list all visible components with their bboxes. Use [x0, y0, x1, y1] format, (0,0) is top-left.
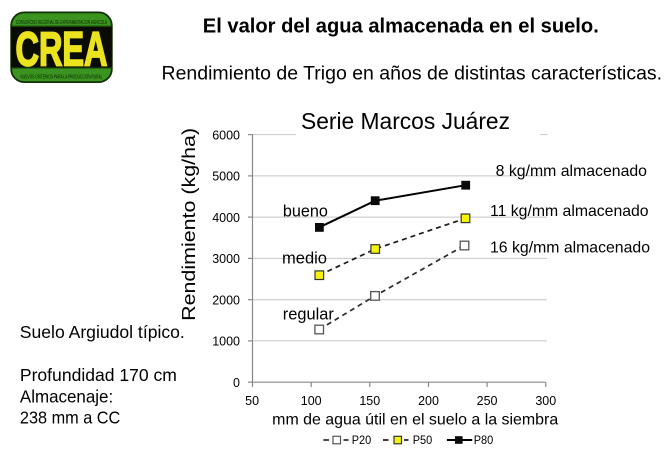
svg-text:P20: P20 [352, 433, 372, 447]
svg-text:300: 300 [535, 394, 556, 408]
svg-text:3000: 3000 [212, 252, 240, 266]
svg-text:6000: 6000 [212, 128, 240, 142]
svg-text:8 kg/mm almacenado: 8 kg/mm almacenado [496, 163, 648, 180]
svg-text:150: 150 [359, 394, 380, 408]
svg-text:16 kg/mm almacenado: 16 kg/mm almacenado [490, 240, 650, 257]
svg-text:Rendimiento (kg/ha): Rendimiento (kg/ha) [178, 128, 199, 321]
svg-text:regular: regular [283, 306, 335, 324]
svg-text:2000: 2000 [212, 293, 240, 307]
svg-text:200: 200 [418, 394, 439, 408]
svg-text:bueno: bueno [283, 203, 328, 221]
svg-text:100: 100 [301, 394, 322, 408]
svg-text:CONSORCIOS REGIONAL DE EXPERIM: CONSORCIOS REGIONAL DE EXPERIMENTACION A… [16, 20, 107, 26]
svg-text:Almacenaje:: Almacenaje: [20, 386, 113, 406]
svg-text:medio: medio [282, 250, 327, 268]
svg-text:Serie Marcos Juárez: Serie Marcos Juárez [301, 108, 510, 134]
svg-text:1000: 1000 [212, 335, 240, 349]
svg-text:P80: P80 [474, 433, 494, 447]
svg-text:5000: 5000 [212, 170, 240, 184]
svg-text:238 mm a CC: 238 mm a CC [20, 408, 120, 428]
svg-text:Suelo Argiudol típico.: Suelo Argiudol típico. [20, 322, 185, 342]
svg-text:Rendimiento de Trigo en años d: Rendimiento de Trigo en años de distinta… [162, 64, 663, 85]
svg-text:P50: P50 [413, 433, 433, 447]
svg-text:0: 0 [233, 376, 240, 390]
svg-text:mm de agua útil en el suelo a: mm de agua útil en el suelo a la siembra [272, 411, 558, 428]
svg-text:11 kg/mm almacenado: 11 kg/mm almacenado [490, 203, 649, 220]
svg-text:Profundidad 170 cm: Profundidad 170 cm [20, 365, 177, 385]
svg-text:250: 250 [477, 394, 498, 408]
svg-text:4000: 4000 [212, 211, 240, 225]
svg-text:CREA: CREA [16, 24, 108, 77]
svg-text:El valor del agua almacenada e: El valor del agua almacenada en el suelo… [203, 15, 599, 38]
svg-text:50: 50 [245, 394, 259, 408]
svg-text:NUEVOS CRITERIOS PARA LA PRODU: NUEVOS CRITERIOS PARA LA PRODUCCION RURA… [21, 75, 103, 81]
